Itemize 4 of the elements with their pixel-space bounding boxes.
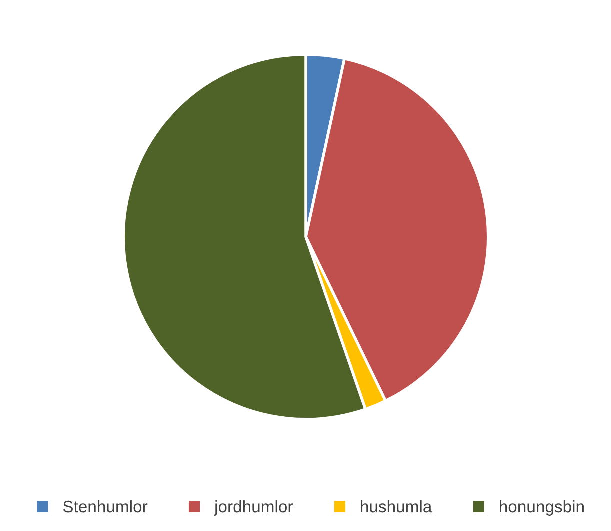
legend-label: jordhumlor (214, 500, 293, 516)
legend-label: honungsbin (500, 500, 584, 516)
legend-label: Stenhumlor (63, 500, 148, 513)
legend-label: hushumla (361, 500, 432, 513)
